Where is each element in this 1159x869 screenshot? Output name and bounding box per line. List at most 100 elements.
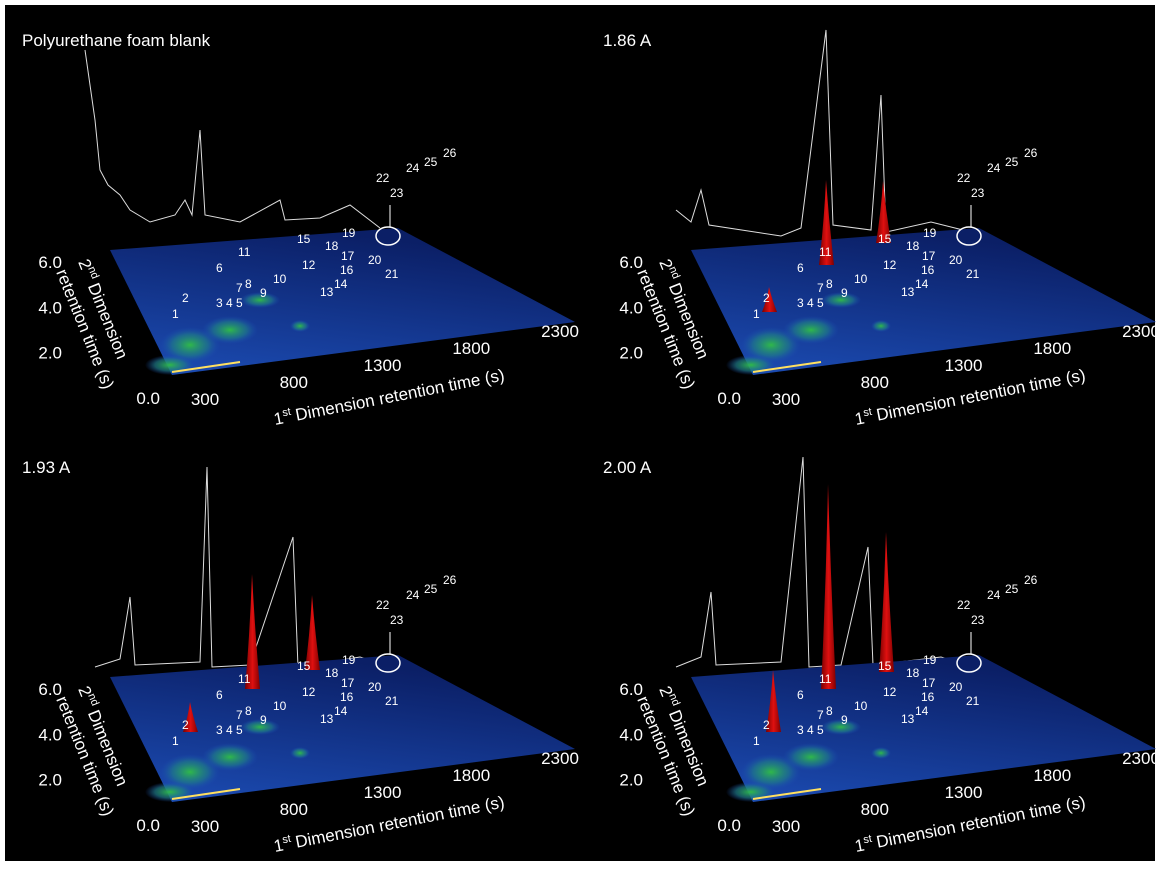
peak-label: 24 — [987, 588, 1001, 602]
peak-spike — [876, 181, 891, 243]
peak-label: 3 — [797, 296, 804, 310]
x-label-suffix: st — [862, 833, 873, 846]
peak-label: 2 — [182, 291, 189, 305]
peak-label: 15 — [297, 232, 311, 246]
x-tick-label: 300 — [772, 390, 800, 409]
peak-label: 22 — [957, 598, 971, 612]
x-tick-label: 300 — [772, 817, 800, 836]
y-tick-label: 0.0 — [136, 389, 160, 408]
x-tick-label: 2300 — [1122, 749, 1159, 768]
x-tick-label: 800 — [861, 373, 889, 392]
peak-label: 24 — [987, 161, 1001, 175]
peak-label: 7 — [817, 281, 824, 295]
baseline-streak — [171, 361, 241, 373]
peak-label: 13 — [901, 285, 915, 299]
y-tick-label: 0.0 — [717, 389, 741, 408]
peak-label: 18 — [906, 666, 920, 680]
highlight-circle — [375, 653, 401, 673]
peak-label: 10 — [854, 699, 868, 713]
signal-blob — [240, 292, 280, 308]
x-tick-label: 800 — [861, 800, 889, 819]
x-tick-label: 300 — [191, 390, 219, 409]
peak-label: 11 — [819, 672, 832, 686]
peak-label: 8 — [826, 704, 833, 718]
peak-label: 8 — [245, 277, 252, 291]
peak-label: 16 — [921, 263, 935, 277]
panel-title: 2.00 A — [603, 458, 652, 477]
peak-label: 4 — [807, 723, 814, 737]
signal-blob — [783, 743, 839, 771]
x-tick-label: 2300 — [541, 749, 579, 768]
peak-spike — [821, 484, 836, 689]
peak-label: 12 — [302, 685, 316, 699]
peak-label: 14 — [915, 277, 929, 291]
peak-label: 5 — [236, 296, 243, 310]
peak-label: 25 — [1005, 582, 1019, 596]
peak-label: 11 — [819, 245, 832, 259]
peak-label: 20 — [949, 680, 963, 694]
peak-label: 19 — [342, 226, 356, 240]
peak-label: 23 — [390, 613, 404, 627]
peak-label: 20 — [368, 253, 382, 267]
highlight-circle — [375, 226, 401, 246]
peak-label: 17 — [341, 676, 355, 690]
peak-label: 18 — [325, 239, 339, 253]
peak-label: 13 — [901, 712, 915, 726]
y-tick-label: 4.0 — [619, 298, 643, 317]
peak-label: 25 — [424, 155, 438, 169]
peak-label: 9 — [260, 286, 267, 300]
panel: 1.93 A12 3 4 567 891011121314151617181920212… — [22, 458, 579, 856]
x-tick-label: 1800 — [1033, 766, 1071, 785]
y-tick-label: 4.0 — [38, 725, 62, 744]
peak-label: 3 — [216, 296, 223, 310]
peak-label: 19 — [923, 653, 937, 667]
x-label-number: 1 — [853, 835, 866, 855]
peak-label: 6 — [797, 688, 804, 702]
peak-label: 3 — [216, 723, 223, 737]
y-label-suffix: nd — [85, 265, 101, 281]
peak-label: 21 — [966, 694, 980, 708]
x-label-suffix: st — [281, 833, 292, 846]
signal-blob — [202, 316, 258, 344]
peak-label: 1 — [172, 307, 179, 321]
peak-label: 12 — [883, 258, 897, 272]
y-label-suffix: nd — [85, 692, 101, 708]
peak-label: 7 — [236, 708, 243, 722]
peak-spike — [762, 287, 777, 312]
peak-label: 15 — [297, 659, 311, 673]
y-tick-label: 2.0 — [38, 771, 62, 790]
peak-label: 22 — [376, 171, 390, 185]
x-tick-label: 1800 — [452, 766, 490, 785]
y-tick-label: 2.0 — [619, 344, 643, 363]
peak-label: 17 — [922, 676, 936, 690]
x-tick-label: 800 — [280, 800, 308, 819]
peak-label: 2 — [763, 291, 770, 305]
signal-blob — [240, 719, 280, 735]
panel-title: Polyurethane foam blank — [22, 31, 211, 50]
signal-blob — [726, 355, 776, 375]
peak-label: 7 — [817, 708, 824, 722]
peak-label: 4 — [807, 296, 814, 310]
y-label-suffix: nd — [666, 265, 682, 281]
x-label-number: 1 — [272, 835, 285, 855]
peak-label: 13 — [320, 285, 334, 299]
chromatogram-trace — [84, 49, 381, 229]
x-tick-label: 1800 — [452, 339, 490, 358]
peak-label: 14 — [334, 704, 348, 718]
peak-label: 19 — [342, 653, 356, 667]
peak-label: 21 — [385, 267, 399, 281]
peak-label: 15 — [878, 659, 892, 673]
signal-blob — [145, 782, 195, 802]
y-tick-label: 2.0 — [619, 771, 643, 790]
peak-label: 10 — [273, 699, 287, 713]
peak-label: 14 — [915, 704, 929, 718]
x-tick-label: 1300 — [364, 783, 402, 802]
peak-label: 17 — [922, 249, 936, 263]
peak-label: 26 — [443, 573, 457, 587]
peak-label: 4 — [226, 723, 233, 737]
peak-label: 18 — [325, 666, 339, 680]
peak-label: 26 — [1024, 146, 1038, 160]
x-tick-label: 1300 — [364, 356, 402, 375]
y-tick-label: 6.0 — [38, 253, 62, 272]
